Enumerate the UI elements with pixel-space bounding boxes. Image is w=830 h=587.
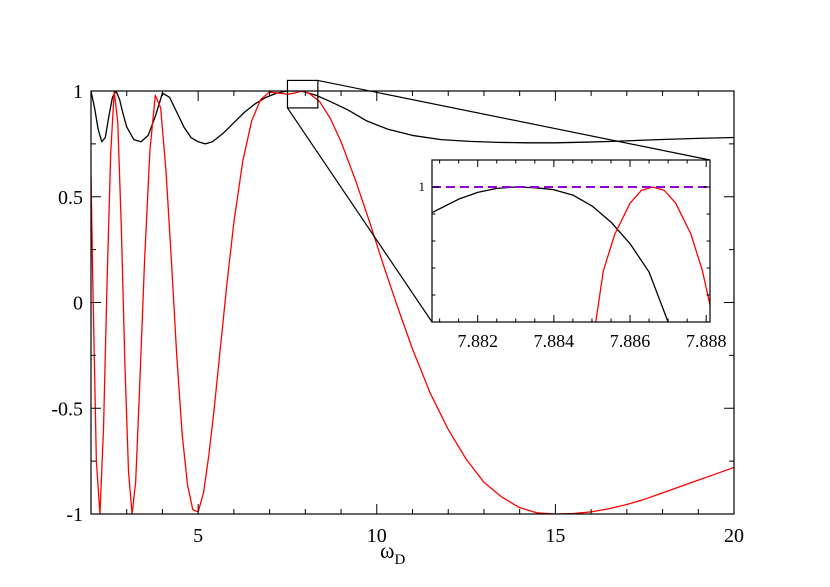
main-x-tick-label: 10	[367, 525, 387, 547]
main-x-tick-label: 15	[545, 525, 565, 547]
main-series-line-1	[91, 91, 734, 514]
inset-plot-series	[432, 186, 710, 322]
inset-series-line-1	[595, 186, 710, 322]
inset-x-tick-label: 7.884	[534, 331, 575, 351]
zoom-connector-top	[317, 79, 711, 161]
inset-y-tick-label: 1	[419, 179, 426, 194]
x-axis-title: ωD	[380, 538, 405, 568]
main-y-tick-label: -1	[66, 504, 83, 526]
main-x-tick-label: 20	[724, 525, 744, 547]
main-series-line-0	[91, 91, 734, 145]
main-y-tick-label: 0.5	[58, 187, 83, 209]
inset-x-tick-label: 7.886	[610, 331, 651, 351]
inset-x-tick-label: 7.888	[686, 331, 727, 351]
main-axis-ticks: 5 10 15 20 -1 -0.5 0 0.5 1	[51, 81, 744, 547]
inset-background	[432, 160, 710, 322]
main-y-tick-label: 0	[73, 293, 83, 315]
main-y-tick-label: -0.5	[51, 398, 83, 420]
main-y-tick-label: 1	[73, 81, 83, 103]
zoom-indicator	[286, 79, 711, 323]
zoom-box	[286, 79, 319, 109]
zoom-connector-bottom	[286, 107, 433, 323]
inset-series-line-0	[432, 186, 669, 322]
main-plot-series	[91, 91, 734, 514]
inset-axis-ticks: 7.882 7.884 7.886 7.888 1	[419, 159, 727, 351]
inset-x-tick-label: 7.882	[457, 331, 498, 351]
main-x-tick-label: 5	[193, 525, 203, 547]
